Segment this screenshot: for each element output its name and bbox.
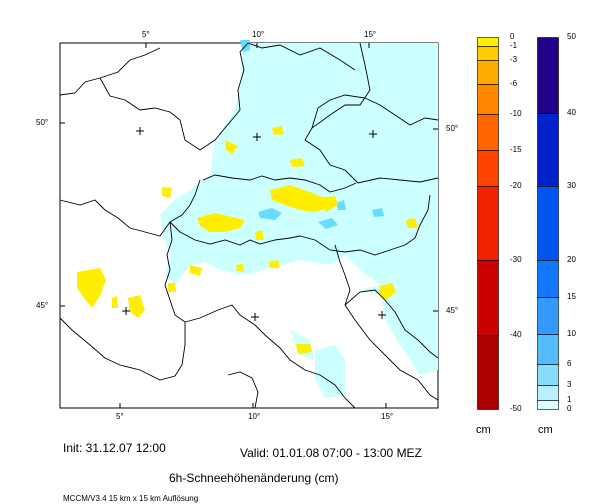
country-borders: [59, 42, 439, 409]
colorbar-negative-label: -1: [510, 41, 518, 50]
colorbar-positive-label: 50: [567, 32, 576, 41]
colorbar-positive-label: 20: [567, 255, 576, 264]
colorbar-positive-swatch: [537, 260, 559, 298]
colorbar-negative-swatch: [477, 150, 499, 187]
colorbar-positive-swatch: [537, 186, 559, 261]
init-time: Init: 31.12.07 12:00: [63, 441, 166, 455]
chart-title: 6h-Schneehöhenänderung (cm): [169, 471, 339, 485]
lon-bottom-5: 5°: [116, 412, 124, 421]
colorbar-negative-label: -6: [510, 79, 518, 88]
colorbar-positive-label: 10: [567, 329, 576, 338]
colorbar-negative-swatch: [477, 37, 499, 47]
colorbar-positive-swatch: [537, 385, 559, 401]
lat-right-50: 50°: [446, 124, 459, 133]
colorbar-positive-swatch: [537, 364, 559, 386]
colorbar-negative-swatch: [477, 46, 499, 61]
lat-left-45: 45°: [36, 301, 49, 310]
valid-time: Valid: 01.01.08 07:00 - 13:00 MEZ: [240, 446, 422, 460]
colorbar-positive-unit: cm: [538, 424, 553, 436]
lon-top-15: 15°: [364, 30, 377, 39]
lon-bottom-10: 10°: [248, 412, 261, 421]
colorbar-positive-label: 40: [567, 108, 576, 117]
snow-change-cyan: [240, 40, 384, 229]
colorbar-negative-label: -50: [510, 404, 522, 413]
colorbar-positive-label: 1: [567, 395, 572, 404]
colorbar-negative-swatch: [477, 186, 499, 261]
colorbar-negative-swatch: [477, 335, 499, 410]
lon-bottom-15: 15°: [381, 412, 394, 421]
colorbar-negative: [477, 37, 499, 410]
colorbar-positive-swatch: [537, 113, 559, 187]
colorbar-negative-label: -40: [510, 330, 522, 339]
colorbar-positive-label: 15: [567, 292, 576, 301]
lat-left-50: 50°: [36, 118, 49, 127]
colorbar-negative-label: -3: [510, 55, 518, 64]
colorbar-negative-swatch: [477, 60, 499, 85]
colorbar-negative-label: -20: [510, 181, 522, 190]
model-info: MCCM/V3.4 15 km x 15 km Auflösung: [63, 494, 199, 503]
colorbar-negative-label: 0: [510, 32, 515, 41]
colorbar-negative-swatch: [477, 84, 499, 115]
colorbar-positive-swatch: [537, 400, 559, 410]
colorbar-positive: [537, 37, 559, 410]
colorbar-negative-label: -15: [510, 145, 522, 154]
colorbar-positive-swatch: [537, 297, 559, 335]
lon-top-10: 10°: [252, 30, 265, 39]
lat-right-45: 45°: [446, 306, 459, 315]
frame-ticks: [60, 43, 438, 408]
colorbar-negative-swatch: [477, 260, 499, 336]
colorbar-negative-label: -10: [510, 109, 522, 118]
colorbar-negative-label: -30: [510, 255, 522, 264]
colorbar-positive-swatch: [537, 334, 559, 365]
colorbar-positive-swatch: [537, 37, 559, 114]
colorbar-positive-label: 30: [567, 181, 576, 190]
snow-change-yellow: [77, 126, 418, 354]
colorbar-negative-swatch: [477, 114, 499, 151]
colorbar-positive-label: 6: [567, 359, 572, 368]
colorbar-negative-unit: cm: [476, 424, 491, 436]
grid-crosses: [122, 127, 386, 321]
lon-top-5: 5°: [142, 30, 150, 39]
colorbar-positive-label: 0: [567, 404, 572, 413]
colorbar-positive-label: 3: [567, 380, 572, 389]
